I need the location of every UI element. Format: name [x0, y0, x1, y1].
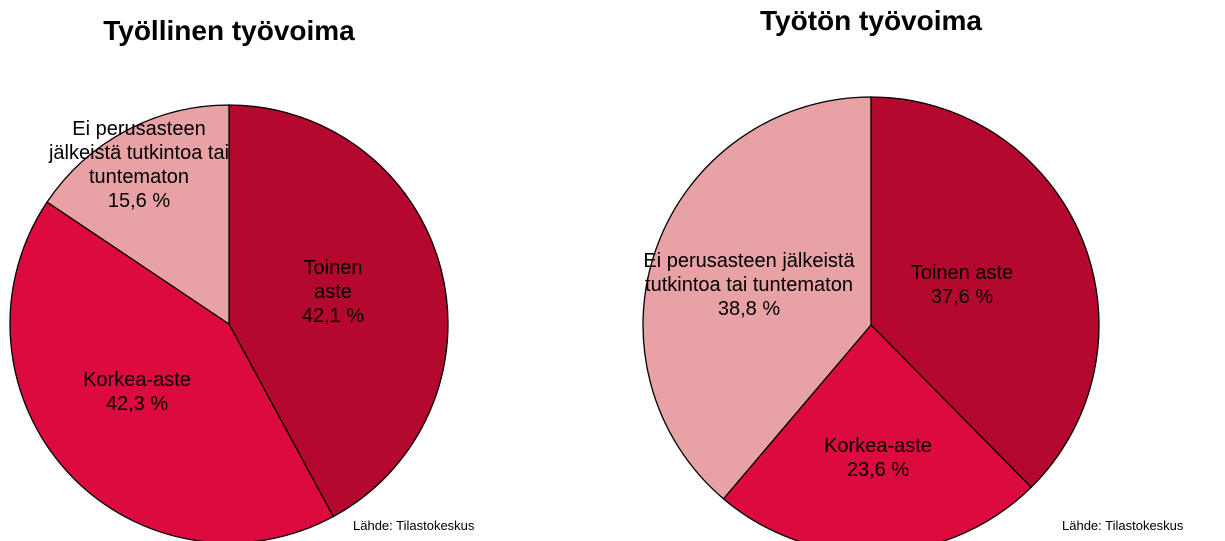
slice-label: Ei perusasteen jälkeistä tutkintoa tai t… [634, 249, 864, 321]
chart-title: Työllinen työvoima [103, 15, 355, 46]
value-label: 37,6 % [930, 286, 994, 308]
slice-label: Toinen aste 42,1 % [283, 256, 383, 328]
category-label: Ei perusasteen jälkeistä tutkintoa tai t… [643, 250, 855, 296]
pie-slice [642, 96, 872, 500]
value-label: 23,6 % [846, 459, 910, 481]
pie-slice [46, 104, 230, 326]
category-label: Korkea-aste [824, 435, 932, 457]
source-note: Lähde: Tilastokeskus [1062, 518, 1184, 533]
value-label: 42,3 % [105, 393, 169, 415]
slice-label: Korkea-aste 42,3 % [37, 368, 237, 416]
value-label: 42,1 % [301, 305, 365, 327]
pie-slice [228, 104, 449, 518]
slice-label: Ei perusasteen jälkeistä tutkintoa tai t… [44, 117, 234, 213]
value-label: 15,6 % [107, 190, 171, 212]
source-note: Lähde: Tilastokeskus [353, 518, 475, 533]
category-label: Ei perusasteen jälkeistä tutkintoa tai t… [48, 118, 230, 188]
category-label: Toinen aste [910, 262, 1014, 284]
pie-slice [722, 324, 1033, 541]
slice-label: Toinen aste 37,6 % [862, 261, 1062, 309]
category-label: Toinen aste [303, 257, 363, 303]
chart-title: Työtön työvoima [760, 5, 982, 36]
pie-slice [870, 96, 1100, 489]
slice-label: Korkea-aste 23,6 % [778, 434, 978, 482]
value-label: 38,8 % [717, 298, 781, 320]
pie-slice [9, 201, 335, 541]
category-label: Korkea-aste [83, 369, 191, 391]
